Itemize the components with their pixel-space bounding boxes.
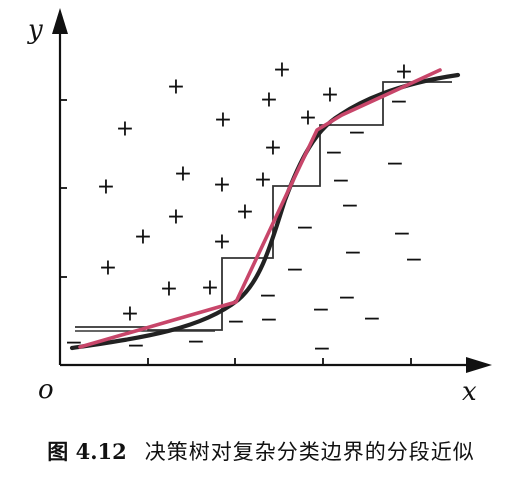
plus-marker: + xyxy=(201,276,219,301)
linear-approximation-boundary xyxy=(78,68,442,349)
figure-caption: 图 4.12 决策树对复杂分类边界的分段近似 xyxy=(0,436,522,472)
plus-marker: + xyxy=(116,117,134,142)
x-axis-label: x xyxy=(462,377,477,407)
y-axis-arrow-icon xyxy=(52,8,68,34)
figure-number: 图 4.12 xyxy=(47,439,127,464)
plus-marker: + xyxy=(121,302,139,327)
plus-marker: + xyxy=(134,225,152,250)
negative-samples: − − − − − − − − − − − − − − − − − − − − … xyxy=(65,90,423,362)
plus-marker: + xyxy=(236,200,254,225)
minus-marker: − xyxy=(325,141,343,166)
plus-marker: + xyxy=(213,230,231,255)
plus-marker: + xyxy=(213,173,231,198)
minus-marker: − xyxy=(338,286,356,311)
x-axis-ticks xyxy=(147,358,412,365)
minus-marker: − xyxy=(393,222,411,247)
plus-marker: + xyxy=(321,83,339,108)
minus-marker: − xyxy=(260,308,278,333)
plus-marker: + xyxy=(214,108,232,133)
plus-marker: + xyxy=(260,88,278,113)
plus-marker: + xyxy=(167,75,185,100)
minus-marker: − xyxy=(332,169,350,194)
y-axis-ticks xyxy=(60,99,67,278)
minus-marker: − xyxy=(344,241,362,266)
figure-caption-text: 决策树对复杂分类边界的分段近似 xyxy=(144,440,475,464)
minus-marker: − xyxy=(296,216,314,241)
x-axis-arrow-icon xyxy=(466,357,492,373)
plus-marker: + xyxy=(174,162,192,187)
positive-samples: + + + + + + + + + + + + + + + + + + + + … xyxy=(97,58,413,327)
minus-marker: − xyxy=(227,310,245,335)
origin-label: o xyxy=(38,375,54,405)
plus-marker: + xyxy=(99,256,117,281)
minus-marker: − xyxy=(187,330,205,355)
plus-marker: + xyxy=(395,60,413,85)
plus-marker: + xyxy=(97,175,115,200)
plus-marker: + xyxy=(160,277,178,302)
minus-marker: − xyxy=(65,331,83,356)
y-axis-label: y xyxy=(27,15,43,45)
plus-marker: + xyxy=(273,58,291,83)
plus-marker: + xyxy=(299,106,317,131)
minus-marker: − xyxy=(363,307,381,332)
minus-marker: − xyxy=(348,121,366,146)
minus-marker: − xyxy=(286,258,304,283)
minus-marker: − xyxy=(313,337,331,362)
minus-marker: − xyxy=(312,298,330,323)
minus-marker: − xyxy=(259,284,277,309)
plus-marker: + xyxy=(264,136,282,161)
minus-marker: − xyxy=(341,194,359,219)
minus-marker: − xyxy=(405,248,423,273)
plus-marker: + xyxy=(167,205,185,230)
minus-marker: − xyxy=(390,90,408,115)
minus-marker: − xyxy=(127,334,145,359)
plus-marker: + xyxy=(254,168,272,193)
minus-marker: − xyxy=(386,152,404,177)
